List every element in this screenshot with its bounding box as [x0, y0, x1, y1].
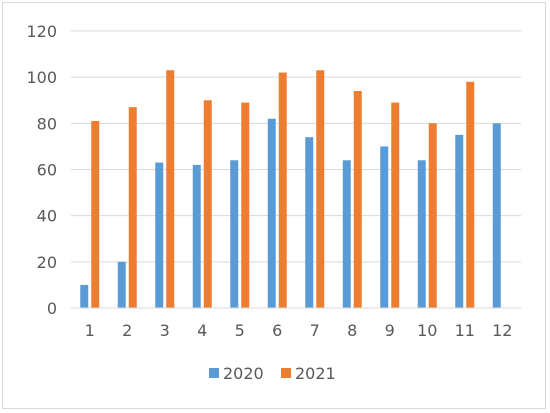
- x-tick-label: 3: [160, 321, 170, 340]
- y-tick-label: 20: [37, 253, 57, 272]
- x-tick-label: 8: [347, 321, 357, 340]
- bar-2021-2: [128, 107, 137, 308]
- y-axis-ticks: 0 20 40 60 80 100 120: [26, 22, 57, 318]
- gridlines: [71, 30, 521, 263]
- y-tick-label: 80: [37, 114, 57, 133]
- bar-2021-9: [391, 102, 400, 308]
- bar-2021-4: [203, 100, 212, 308]
- y-tick-label: 60: [37, 161, 57, 180]
- bars: [80, 70, 501, 309]
- bar-2021-5: [241, 102, 250, 308]
- bar-2020-4: [192, 164, 201, 308]
- x-tick-label: 4: [197, 321, 207, 340]
- bar-2020-11: [455, 134, 464, 308]
- bar-2020-6: [267, 118, 276, 308]
- y-tick-label: 100: [26, 68, 57, 87]
- bar-2021-3: [166, 70, 175, 308]
- bar-2021-8: [353, 91, 362, 309]
- bar-2020-12: [492, 123, 501, 308]
- y-tick-label: 0: [47, 299, 57, 318]
- x-tick-label: 10: [417, 321, 437, 340]
- bar-2020-1: [80, 284, 89, 308]
- x-tick-label: 9: [385, 321, 395, 340]
- y-tick-label: 40: [37, 207, 57, 226]
- legend-label-2020: 2020: [223, 364, 264, 383]
- bar-2020-2: [117, 261, 126, 308]
- bar-2021-11: [466, 81, 475, 309]
- x-tick-label: 11: [455, 321, 475, 340]
- bar-2021-7: [316, 70, 325, 308]
- legend-swatch-2021: [281, 368, 291, 378]
- legend-label-2021: 2021: [295, 364, 336, 383]
- x-tick-label: 7: [310, 321, 320, 340]
- x-tick-label: 5: [235, 321, 245, 340]
- bar-2021-6: [278, 72, 287, 308]
- bar-2020-5: [230, 160, 239, 308]
- bar-2020-7: [305, 137, 314, 308]
- bar-2020-3: [155, 162, 164, 308]
- bar-2021-1: [91, 121, 100, 309]
- legend: 2020 2021: [209, 364, 336, 383]
- y-tick-label: 120: [26, 22, 57, 41]
- x-axis-ticks: 1 2 3 4 5 6 7 8 9 10 11 12: [85, 321, 513, 340]
- x-tick-label: 6: [272, 321, 282, 340]
- x-tick-label: 1: [85, 321, 95, 340]
- bar-2020-9: [380, 146, 389, 308]
- x-tick-label: 12: [492, 321, 512, 340]
- bar-2021-10: [428, 123, 437, 308]
- bar-2020-8: [342, 160, 351, 308]
- chart-frame: 0 20 40 60 80 100 120 1 2 3 4 5 6 7 8 9 10 11 12 2020 2021: [2, 2, 546, 409]
- legend-swatch-2020: [209, 368, 219, 378]
- bar-2020-10: [417, 160, 426, 308]
- x-tick-label: 2: [122, 321, 132, 340]
